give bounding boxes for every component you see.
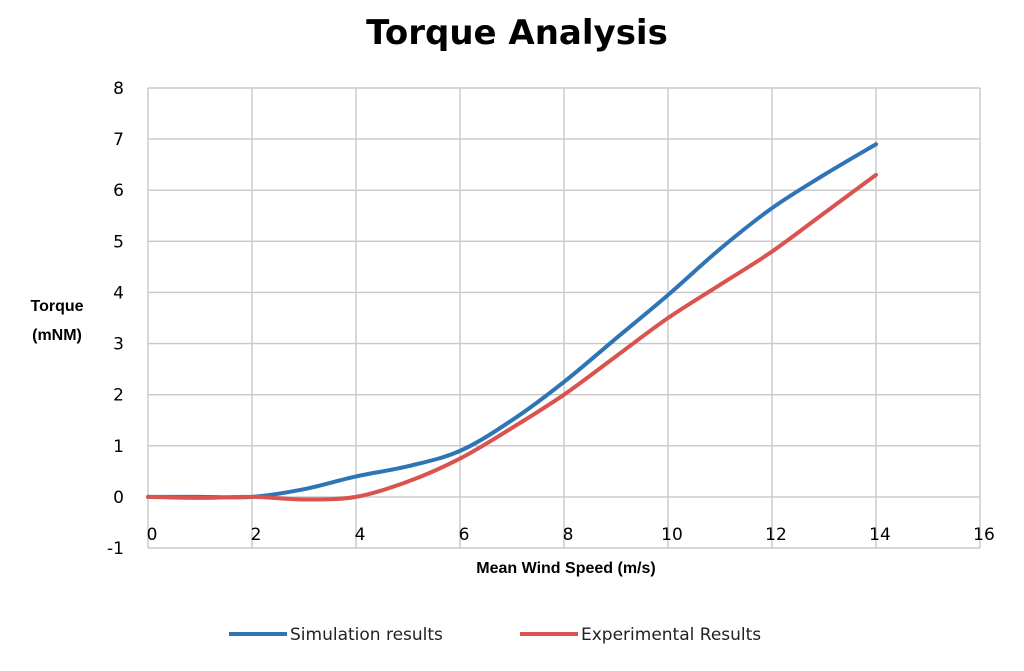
y-axis-label-line-2: (mNM) (32, 327, 82, 344)
x-tick-label: 16 (973, 525, 995, 545)
x-tick-label: 10 (661, 525, 683, 545)
y-tick-label: 3 (113, 335, 124, 355)
series-line-simulation (146, 142, 878, 500)
series-line-experimental (146, 172, 878, 502)
legend: Simulation results Experimental Results (229, 625, 761, 645)
y-tick-label: 4 (113, 283, 124, 303)
y-tick-label: 6 (113, 181, 124, 201)
y-tick-label: 7 (113, 130, 124, 150)
x-axis-label: Mean Wind Speed (m/s) (476, 560, 655, 577)
x-tick-label: 6 (459, 525, 470, 545)
chart-title: Torque Analysis (366, 13, 668, 53)
y-axis-label-line-1: Torque (30, 298, 83, 315)
y-tick-label: 5 (113, 232, 124, 252)
y-tick-label: -1 (107, 539, 124, 559)
x-tick-label: 4 (355, 525, 366, 545)
y-axis-ticks: -1 0 1 2 3 4 5 6 7 8 (107, 79, 124, 559)
legend-item-experimental: Experimental Results (520, 625, 761, 645)
x-tick-label: 0 (147, 525, 158, 545)
y-tick-label: 8 (113, 79, 124, 99)
x-axis-ticks: 0 2 4 6 8 10 12 14 16 (147, 525, 995, 545)
series-lines (146, 142, 878, 502)
y-tick-label: 2 (113, 386, 124, 406)
x-tick-label: 8 (563, 525, 574, 545)
legend-item-simulation: Simulation results (229, 625, 443, 645)
x-tick-label: 14 (869, 525, 891, 545)
legend-label-simulation: Simulation results (290, 625, 443, 645)
y-tick-label: 0 (113, 488, 124, 508)
y-tick-label: 1 (113, 437, 124, 457)
legend-label-experimental: Experimental Results (581, 625, 761, 645)
x-tick-label: 12 (765, 525, 787, 545)
x-tick-label: 2 (251, 525, 262, 545)
grid (147, 87, 981, 549)
